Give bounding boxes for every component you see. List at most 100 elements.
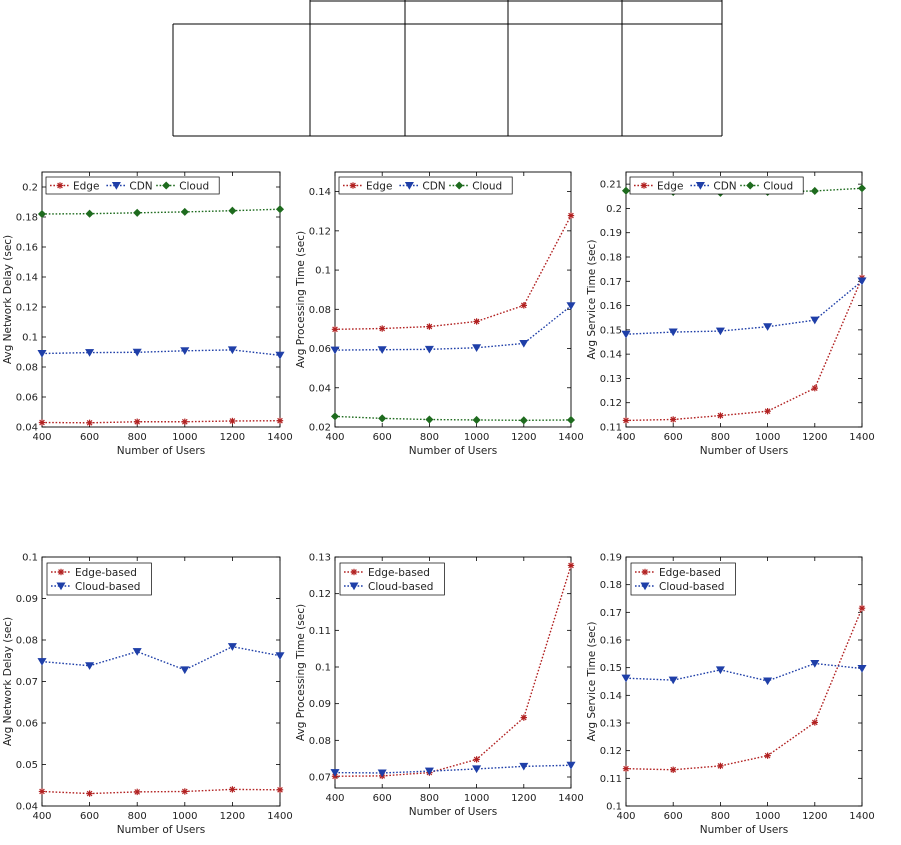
data-point: [331, 326, 339, 333]
x-tick-label: 1000: [464, 793, 489, 804]
x-tick-label: 800: [711, 811, 730, 822]
y-tick-label: 0.16: [16, 243, 38, 254]
data-point: [810, 660, 820, 668]
x-axis-label: Number of Users: [409, 806, 497, 818]
data-point: [670, 416, 677, 423]
data-point: [811, 719, 818, 726]
data-point: [377, 769, 387, 778]
y-tick-label: 0.12: [16, 303, 38, 314]
x-axis-label: Number of Users: [409, 445, 497, 457]
x-tick-label: 1400: [267, 432, 292, 443]
data-point: [132, 348, 142, 357]
x-tick-label: 1000: [755, 432, 780, 443]
y-tick-label: 0.19: [600, 553, 622, 564]
data-point: [857, 184, 867, 193]
x-tick-label: 1400: [849, 432, 874, 443]
y-tick-label: 0.16: [600, 301, 622, 312]
y-tick-label: 0.04: [16, 802, 38, 813]
x-tick-label: 1400: [267, 811, 292, 822]
series-edge: [38, 417, 284, 426]
y-tick-label: 0.1: [22, 553, 38, 564]
x-tick-label: 1200: [802, 432, 827, 443]
legend-marker: [56, 582, 66, 591]
data-point: [180, 666, 190, 675]
legend-label: Cloud: [472, 181, 502, 193]
legend-box: [630, 562, 736, 596]
data-point: [472, 344, 482, 352]
data-point: [180, 347, 190, 355]
legend-marker: [56, 182, 64, 189]
x-tick-label: 1000: [172, 811, 197, 822]
data-point: [715, 666, 725, 675]
series-line: [334, 415, 572, 422]
chart-4: 0.04 0.05 0.06 0.07 0.08 0.09 0.1 400 600 800 1000…: [2, 553, 293, 837]
legend-marker: [640, 582, 650, 591]
y-tick-label: 0.2: [22, 183, 38, 194]
x-tick-label: 400: [32, 432, 51, 443]
x-tick-label: 1400: [558, 432, 583, 443]
data-point: [717, 762, 724, 770]
data-point: [566, 415, 576, 424]
series-line: [41, 349, 281, 356]
y-tick-label: 0.12: [309, 589, 331, 600]
data-point: [134, 418, 141, 425]
data-point: [811, 384, 818, 392]
y-axis-label: Avg Processing Time (sec): [295, 231, 307, 368]
x-tick-label: 1000: [172, 432, 197, 443]
x-tick-label: 1200: [511, 432, 536, 443]
x-tick-label: 800: [128, 432, 147, 443]
series-line: [334, 565, 572, 777]
data-point: [567, 212, 575, 219]
legend-label: Edge: [366, 181, 392, 193]
data-point: [133, 208, 142, 217]
y-tick-label: 0.16: [600, 636, 622, 647]
data-point: [377, 346, 387, 354]
data-point: [520, 302, 527, 309]
x-tick-label: 600: [373, 432, 392, 443]
y-tick-label: 0.1: [606, 802, 622, 813]
data-point: [857, 277, 867, 286]
y-tick-label: 0.04: [309, 383, 331, 394]
series-line: [41, 788, 281, 795]
y-tick-label: 0.07: [16, 677, 38, 688]
legend-box: [339, 562, 445, 596]
data-point: [275, 652, 285, 660]
x-tick-label: 1200: [802, 811, 827, 822]
data-point: [473, 756, 480, 763]
y-tick-label: 0.08: [16, 363, 38, 374]
data-point: [38, 788, 46, 795]
legend-marker: [162, 181, 171, 190]
y-tick-label: 0.15: [600, 325, 622, 336]
data-point: [764, 408, 771, 415]
y-tick-label: 0.12: [600, 746, 622, 757]
y-tick-label: 0.07: [309, 773, 331, 784]
data-point: [229, 417, 236, 425]
y-tick-label: 0.14: [600, 350, 622, 361]
chart-3: 0.11 0.12 0.13 0.14 0.15 0.16 0.17 0.18 0.19 0.2 0…: [586, 171, 875, 457]
series-cloud-based: [330, 761, 576, 778]
data-point: [37, 349, 47, 358]
data-point: [426, 323, 433, 330]
x-tick-label: 1000: [464, 432, 489, 443]
data-point: [330, 769, 340, 777]
series-edge-based: [622, 604, 866, 773]
x-tick-label: 800: [128, 811, 147, 822]
legend-label: Cloud-based: [659, 581, 724, 593]
legend-label: Cloud-based: [368, 581, 433, 593]
y-tick-label: 0.18: [600, 580, 622, 591]
x-tick-label: 400: [325, 793, 344, 804]
legend-label: Edge-based: [75, 567, 137, 579]
x-tick-label: 400: [616, 432, 635, 443]
legend-label: CDN: [713, 181, 736, 193]
data-point: [519, 416, 528, 425]
legend-label: CDN: [129, 181, 152, 193]
chart-6: 0.1 0.11 0.12 0.13 0.14 0.15 0.16 0.17 0.18 0.19 4…: [586, 553, 875, 837]
legend-marker: [695, 182, 705, 190]
series-line: [334, 215, 572, 331]
legend-marker: [455, 181, 464, 190]
y-tick-label: 0.11: [309, 626, 331, 637]
data-point: [472, 765, 482, 774]
series-line: [41, 208, 281, 215]
legend-marker: [404, 182, 414, 190]
x-axis-label: Number of Users: [700, 824, 788, 836]
